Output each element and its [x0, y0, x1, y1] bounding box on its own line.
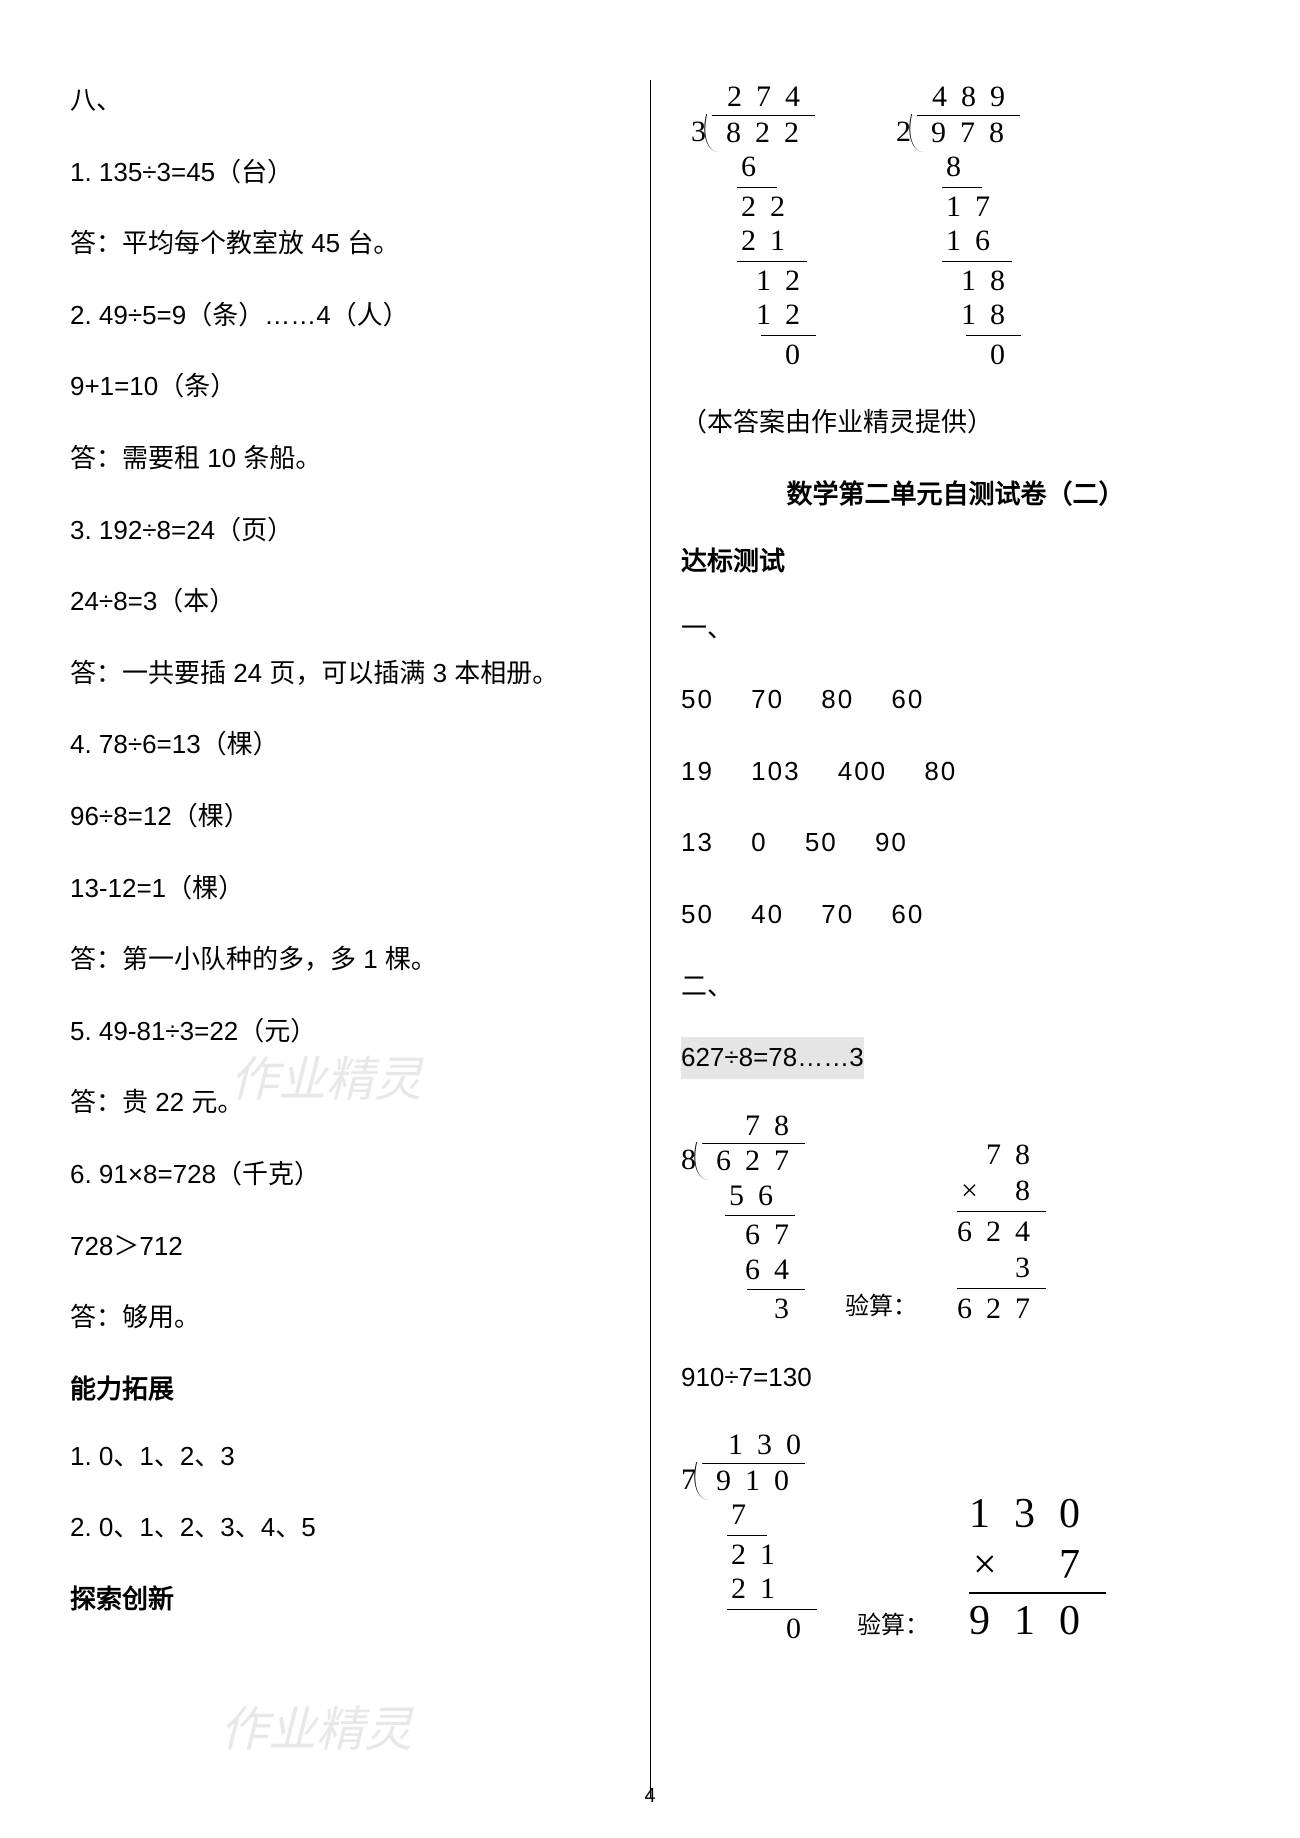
text-line: 答：贵 22 元。 — [70, 1082, 630, 1124]
step: 18 — [896, 298, 1021, 333]
number-row: 13 0 50 90 — [681, 822, 1230, 864]
check-label: 验算： — [845, 1286, 917, 1321]
unit-title: 数学第二单元自测试卷（二） — [681, 474, 1230, 511]
quotient: 489 — [896, 80, 1021, 115]
text-line: 答：需要租 10 条船。 — [70, 438, 630, 480]
top-division-pair: 274 3 822 6 22 21 12 12 0 489 2 — [681, 80, 1230, 372]
calc-pair-1: 78 8 627 56 67 64 3 验算： 78 × 8 624 3 — [681, 1109, 1230, 1327]
equation-highlight: 627÷8=78……3 — [681, 1037, 1230, 1079]
section-one-label: 一、 — [681, 608, 1230, 650]
page-container: 八、 1. 135÷3=45（台） 答：平均每个教室放 45 台。 2. 49÷… — [0, 0, 1300, 1838]
step: 3 — [681, 1292, 805, 1327]
step: 56 — [681, 1179, 805, 1214]
number-row: 50 40 70 60 — [681, 894, 1230, 936]
step: 12 — [691, 264, 816, 299]
text-line: 2. 0、1、2、3、4、5 — [70, 1507, 630, 1549]
step: 6 — [691, 150, 816, 185]
step: 0 — [896, 338, 1021, 373]
step: 21 — [681, 1538, 817, 1573]
step: 18 — [896, 264, 1021, 299]
equation-text: 910÷7=130 — [681, 1357, 1230, 1399]
text-line: 答：一共要插 24 页，可以插满 3 本相册。 — [70, 653, 630, 695]
mul-top: 78 — [957, 1137, 1046, 1173]
dividend: 910 — [716, 1464, 805, 1497]
long-division-4: 130 7 910 7 21 21 0 — [681, 1428, 817, 1646]
right-column: 274 3 822 6 22 21 12 12 0 489 2 — [650, 80, 1230, 1798]
step: 67 — [681, 1218, 805, 1253]
section-eight-label: 八、 — [70, 80, 630, 122]
step: 16 — [896, 224, 1021, 259]
step: 64 — [681, 1253, 805, 1288]
text-line: 答：够用。 — [70, 1297, 630, 1339]
text-line: 1. 135÷3=45（台） — [70, 152, 630, 194]
step: 21 — [691, 224, 816, 259]
text-line: 9+1=10（条） — [70, 366, 630, 408]
multiplication-check-1: 78 × 8 624 3 627 — [957, 1137, 1046, 1327]
text-line: 答：平均每个教室放 45 台。 — [70, 223, 630, 265]
mul-top: 130 — [969, 1489, 1106, 1539]
mul-multiplier: 7 — [1059, 1540, 1106, 1590]
dividend: 822 — [726, 116, 815, 149]
step: 0 — [681, 1612, 817, 1647]
mul-result: 627 — [957, 1291, 1046, 1327]
text-line: 13-12=1（棵） — [70, 868, 630, 910]
text-line: 96÷8=12（棵） — [70, 796, 630, 838]
standard-heading: 达标测试 — [681, 541, 1230, 578]
text-line: 1. 0、1、2、3 — [70, 1436, 630, 1478]
step: 0 — [691, 338, 816, 373]
text-line: 24÷8=3（本） — [70, 581, 630, 623]
mul-result: 910 — [969, 1596, 1106, 1646]
multiply-sign: × — [969, 1540, 997, 1590]
text-line: 2. 49÷5=9（条）……4（人） — [70, 295, 630, 337]
step: 22 — [691, 190, 816, 225]
explore-heading: 探索创新 — [70, 1579, 630, 1616]
left-column: 八、 1. 135÷3=45（台） 答：平均每个教室放 45 台。 2. 49÷… — [70, 80, 650, 1798]
dividend: 978 — [931, 116, 1020, 149]
text-line: 5. 49-81÷3=22（元） — [70, 1011, 630, 1053]
mul-add: 3 — [957, 1250, 1046, 1286]
step: 8 — [896, 150, 1021, 185]
text-line: 6. 91×8=728（千克） — [70, 1154, 630, 1196]
step: 12 — [691, 298, 816, 333]
credit-text: （本答案由作业精灵提供） — [681, 402, 1230, 444]
step: 21 — [681, 1572, 817, 1607]
number-row: 50 70 80 60 — [681, 679, 1230, 721]
dividend: 627 — [716, 1144, 805, 1177]
multiplication-check-2: 130 × 7 910 — [969, 1489, 1106, 1646]
quotient: 130 — [681, 1428, 817, 1463]
mul-partial: 624 — [957, 1214, 1046, 1250]
long-division-1: 274 3 822 6 22 21 12 12 0 — [691, 80, 816, 372]
step: 7 — [681, 1498, 817, 1533]
text-line: 3. 192÷8=24（页） — [70, 510, 630, 552]
text-line: 728＞712 — [70, 1226, 630, 1268]
long-division-3: 78 8 627 56 67 64 3 — [681, 1109, 805, 1327]
step: 17 — [896, 190, 1021, 225]
check-label: 验算： — [857, 1605, 929, 1640]
long-division-2: 489 2 978 8 17 16 18 18 0 — [896, 80, 1021, 372]
number-row: 19 103 400 80 — [681, 751, 1230, 793]
calc-pair-2: 130 7 910 7 21 21 0 验算： 130 × 7 910 — [681, 1428, 1230, 1646]
section-two-label: 二、 — [681, 966, 1230, 1008]
text-line: 4. 78÷6=13（棵） — [70, 724, 630, 766]
mul-multiplier: 8 — [1015, 1173, 1046, 1209]
text-line: 答：第一小队种的多，多 1 棵。 — [70, 939, 630, 981]
quotient: 274 — [691, 80, 816, 115]
quotient: 78 — [681, 1109, 805, 1144]
ability-heading: 能力拓展 — [70, 1369, 630, 1406]
multiply-sign: × — [957, 1173, 978, 1209]
